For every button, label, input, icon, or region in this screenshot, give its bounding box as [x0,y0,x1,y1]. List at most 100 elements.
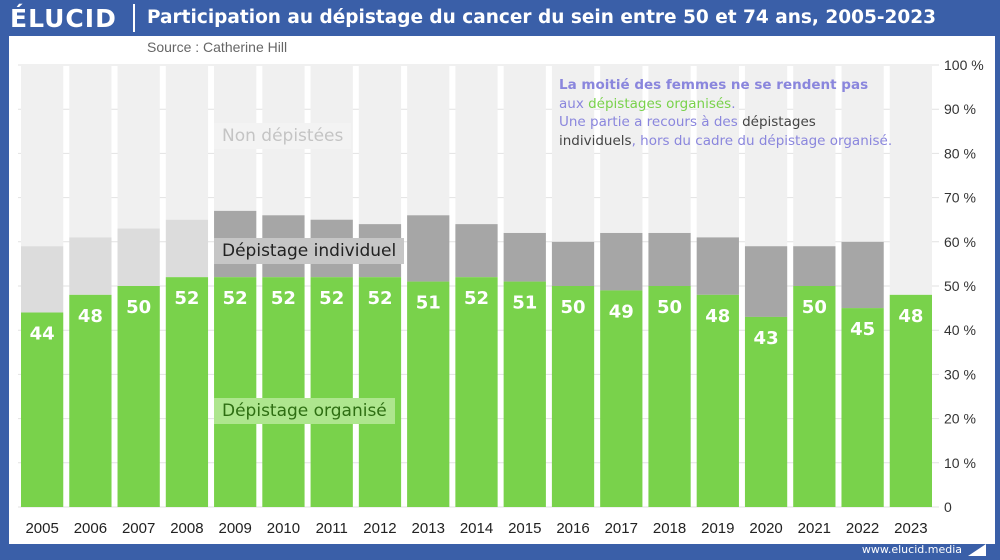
x-tick-label: 2023 [894,520,927,537]
bar-non-depistees [455,65,498,225]
bar-depistage-individuel [407,215,450,282]
y-tick-label: 0 [944,499,952,515]
bar-non-depistees [648,65,691,233]
chart-title: Participation au dépistage du cancer du … [147,7,937,28]
data-label: 52 [223,288,248,309]
bar-depistage-individuel [21,246,64,313]
y-tick-label: 50 % [944,278,976,294]
data-label: 52 [271,288,296,309]
data-label: 50 [126,297,151,318]
bar-depistage-individuel [503,232,546,282]
y-tick-label: 20 % [944,411,976,427]
bar-depistage-organise [69,294,112,507]
x-tick-label: 2007 [122,520,155,537]
bar-non-depistees [793,65,836,247]
bar-depistage-organise [503,281,546,507]
data-label: 52 [367,288,392,309]
bar-depistage-individuel [841,241,884,309]
data-label: 45 [850,319,875,340]
bar-depistage-individuel [744,246,788,317]
data-label: 52 [319,288,344,309]
bar-non-depistees [117,65,160,229]
data-label: 48 [705,306,730,327]
x-tick-label: 2012 [363,520,396,537]
bar-depistage-organise [407,281,450,507]
data-label: 52 [174,288,199,309]
y-tick-label: 70 % [944,190,976,206]
bar-non-depistees [358,65,402,225]
bar-depistage-individuel [165,219,209,278]
bar-non-depistees [69,65,112,238]
data-label: 50 [802,297,827,318]
bar-non-depistees [503,65,546,233]
bar-depistage-organise [310,277,353,507]
x-tick-label: 2021 [798,520,831,537]
elucid-mark-icon [968,544,986,556]
bar-non-depistees [744,65,788,247]
x-tick-label: 2022 [846,520,879,537]
bar-depistage-organise [744,316,788,507]
x-tick-label: 2017 [605,520,638,537]
data-label: 48 [78,306,103,327]
data-label: 50 [560,297,585,318]
x-tick-label: 2009 [218,520,251,537]
x-tick-label: 2019 [701,520,734,537]
data-label: 43 [754,328,779,349]
data-label: 50 [657,297,682,318]
bar-depistage-organise [841,308,884,507]
annotation-note: La moitié des femmes ne se rendent pas a… [559,76,939,150]
note-line4b: , hors du cadre du dépistage organisé. [631,132,893,149]
bar-depistage-organise [600,290,643,507]
footer-url[interactable]: www.elucid.media [861,543,962,556]
bar-depistage-individuel [696,237,739,295]
note-line3b: dépistages [742,114,816,130]
y-tick-label: 100 % [944,57,984,73]
bar-depistage-organise [696,294,739,507]
x-tick-label: 2013 [412,520,445,537]
bar-depistage-organise [165,277,209,507]
x-tick-label: 2005 [25,520,58,537]
bar-depistage-individuel [69,237,112,295]
data-label: 44 [30,324,55,345]
bar-non-depistees [21,65,64,247]
bar-depistage-organise [21,312,64,507]
bar-depistage-organise [455,277,498,507]
elucid-logo: ÉLUCID [10,4,117,33]
x-tick-label: 2008 [170,520,203,537]
logo-separator [133,4,135,32]
bar-depistage-organise [262,277,305,507]
x-tick-label: 2010 [267,520,300,537]
data-label: 48 [898,306,923,327]
bar-non-depistees [696,65,739,238]
bar-depistage-organise [793,286,836,507]
bar-depistage-organise [648,286,691,507]
y-tick-label: 60 % [944,234,976,250]
data-label: 52 [464,288,489,309]
note-line2a: aux [559,95,589,112]
note-line4a: individuels [559,132,632,149]
bar-depistage-individuel [117,228,160,286]
bar-depistage-organise [551,286,595,507]
label-depistage-individuel: Dépistage individuel [214,238,405,264]
data-label: 51 [416,293,441,314]
bar-depistage-organise [889,294,932,507]
note-line1: La moitié des femmes ne se rendent pas [559,77,869,93]
y-tick-label: 80 % [944,145,976,161]
x-tick-label: 2018 [653,520,686,537]
bar-depistage-organise [117,286,160,507]
bar-non-depistees [165,65,209,220]
note-line3a: Une partie a recours à des [559,114,743,130]
data-label: 51 [512,293,537,314]
x-tick-label: 2006 [74,520,107,537]
x-tick-label: 2014 [460,520,493,537]
y-tick-label: 40 % [944,322,976,338]
bar-non-depistees [407,65,450,216]
bar-non-depistees [841,65,884,242]
bar-depistage-individuel [455,224,498,278]
y-tick-label: 30 % [944,366,976,382]
bar-non-depistees [600,65,643,233]
bar-non-depistees [889,65,932,295]
label-non-depistees: Non dépistées [214,123,352,149]
x-tick-label: 2011 [316,520,348,537]
